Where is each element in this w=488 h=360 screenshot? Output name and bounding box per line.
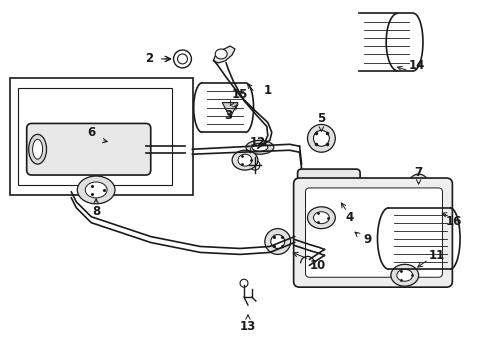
- Ellipse shape: [352, 187, 359, 203]
- Text: 12: 12: [249, 136, 265, 149]
- Ellipse shape: [85, 182, 107, 198]
- Text: 6: 6: [87, 126, 95, 139]
- Ellipse shape: [411, 179, 425, 201]
- Text: 3: 3: [224, 109, 232, 122]
- Text: 8: 8: [92, 205, 100, 218]
- FancyBboxPatch shape: [305, 188, 442, 277]
- Text: 16: 16: [445, 215, 462, 228]
- Ellipse shape: [173, 50, 191, 68]
- Ellipse shape: [396, 269, 412, 281]
- Text: 15: 15: [231, 88, 248, 101]
- Ellipse shape: [264, 229, 290, 255]
- Circle shape: [249, 160, 259, 170]
- Ellipse shape: [348, 182, 362, 208]
- Ellipse shape: [293, 181, 309, 209]
- Text: 4: 4: [345, 211, 353, 224]
- Ellipse shape: [270, 235, 284, 248]
- Ellipse shape: [33, 139, 42, 159]
- Ellipse shape: [390, 264, 418, 286]
- Ellipse shape: [177, 54, 187, 64]
- Ellipse shape: [313, 130, 328, 146]
- Polygon shape: [213, 46, 235, 63]
- Ellipse shape: [215, 49, 226, 59]
- Ellipse shape: [297, 186, 305, 204]
- Ellipse shape: [245, 140, 273, 154]
- Ellipse shape: [29, 134, 46, 164]
- Ellipse shape: [251, 143, 267, 151]
- Ellipse shape: [238, 154, 251, 166]
- Text: 7: 7: [414, 166, 422, 179]
- Text: 1: 1: [263, 84, 271, 97]
- Text: 5: 5: [317, 112, 325, 125]
- Ellipse shape: [307, 125, 335, 152]
- Circle shape: [240, 279, 247, 287]
- Ellipse shape: [313, 212, 328, 224]
- Text: 10: 10: [309, 259, 325, 272]
- FancyBboxPatch shape: [297, 169, 359, 221]
- FancyBboxPatch shape: [293, 178, 451, 287]
- Ellipse shape: [307, 207, 335, 229]
- Text: 2: 2: [144, 53, 152, 66]
- Ellipse shape: [77, 176, 115, 204]
- Polygon shape: [222, 103, 238, 117]
- Bar: [18, 88, 171, 185]
- Text: 13: 13: [239, 320, 256, 333]
- Text: 14: 14: [407, 59, 424, 72]
- Bar: [10, 78, 193, 195]
- Ellipse shape: [406, 174, 429, 206]
- Ellipse shape: [232, 150, 257, 170]
- Text: 9: 9: [362, 233, 370, 246]
- Text: 11: 11: [427, 249, 444, 262]
- FancyBboxPatch shape: [27, 123, 150, 175]
